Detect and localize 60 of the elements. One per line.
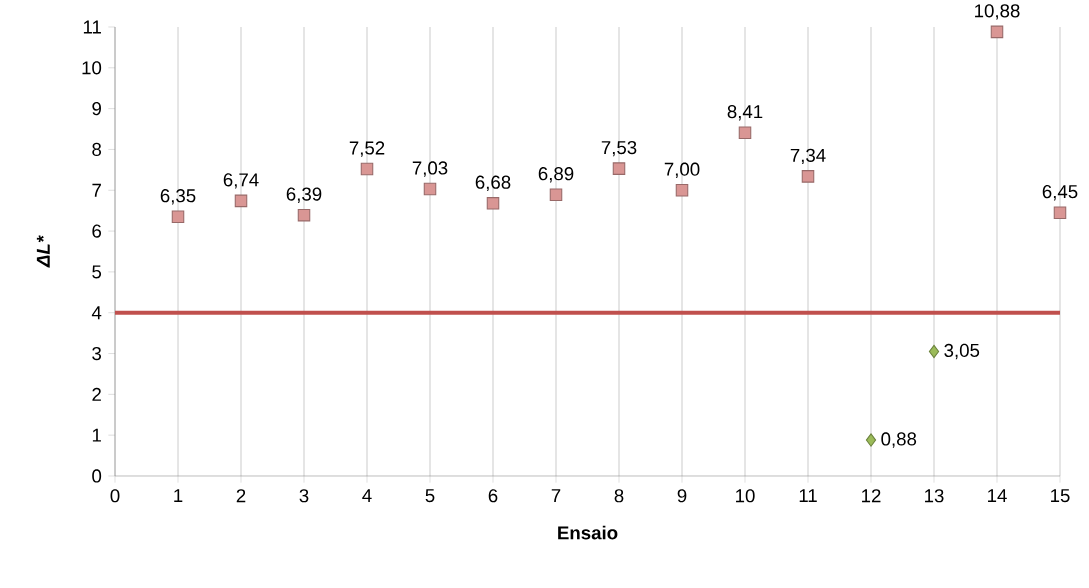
point: [738, 126, 752, 139]
x-tick-label: 2: [236, 489, 246, 503]
point: [486, 197, 500, 210]
x-tick-label: 10: [736, 489, 755, 503]
x-axis-title: Ensaio: [558, 525, 618, 540]
point: [549, 188, 563, 202]
data-label: 6,89: [538, 167, 574, 183]
data-label: 8,41: [727, 105, 763, 121]
y-tick-label: 11: [83, 20, 101, 34]
point: [234, 194, 248, 208]
point: [801, 170, 815, 183]
point: [928, 344, 940, 359]
y-tick-label: 6: [92, 224, 102, 238]
data-label: 6,39: [286, 187, 322, 203]
data-label: 0,88: [881, 432, 917, 448]
point: [423, 182, 437, 196]
y-tick-label: 8: [92, 142, 102, 157]
x-tick-label: 4: [362, 489, 372, 502]
x-tick-label: 5: [425, 489, 435, 503]
point: [675, 183, 689, 197]
data-label: 6,74: [223, 173, 259, 189]
x-tick-label: 15: [1051, 489, 1070, 503]
point: [297, 208, 311, 222]
data-label: 6,35: [160, 189, 196, 205]
data-label: 7,34: [790, 148, 826, 165]
data-label: 6,68: [475, 175, 511, 192]
y-tick-label: 7: [92, 183, 101, 197]
data-label: 3,05: [944, 343, 980, 360]
y-axis-title: ΔL*: [36, 235, 50, 268]
y-tick-label: 3: [92, 346, 102, 361]
x-tick-label: 13: [925, 489, 944, 503]
x-tick-label: 12: [862, 489, 881, 503]
point: [360, 162, 374, 176]
x-tick-label: 1: [174, 489, 183, 502]
data-label: 7,52: [349, 141, 385, 157]
data-label: 6,45: [1042, 185, 1078, 201]
x-tick-label: 0: [110, 489, 120, 503]
data-label: 7,00: [664, 162, 700, 178]
data-label: 7,53: [601, 140, 637, 157]
y-tick-label: 0: [92, 469, 102, 483]
point: [990, 25, 1004, 39]
x-tick-label: 9: [677, 489, 687, 503]
x-tick-label: 7: [551, 489, 561, 502]
y-tick-label: 5: [92, 265, 102, 279]
x-tick-label: 14: [988, 489, 1007, 502]
y-tick-label: 9: [92, 102, 101, 116]
y-tick-label: 2: [92, 387, 101, 401]
y-tick-label: 1: [92, 428, 101, 442]
x-tick-label: 8: [614, 489, 624, 503]
y-tick-label: 10: [82, 61, 102, 75]
data-label: 10,88: [975, 4, 1020, 20]
x-tick-label: 3: [299, 489, 309, 503]
point: [612, 162, 626, 175]
x-tick-label: 11: [799, 489, 817, 502]
data-label: 7,03: [412, 161, 448, 177]
y-tick-label: 4: [91, 306, 102, 320]
point: [1053, 206, 1067, 219]
x-tick-label: 6: [488, 489, 498, 503]
point: [865, 433, 877, 447]
point: [171, 210, 185, 224]
